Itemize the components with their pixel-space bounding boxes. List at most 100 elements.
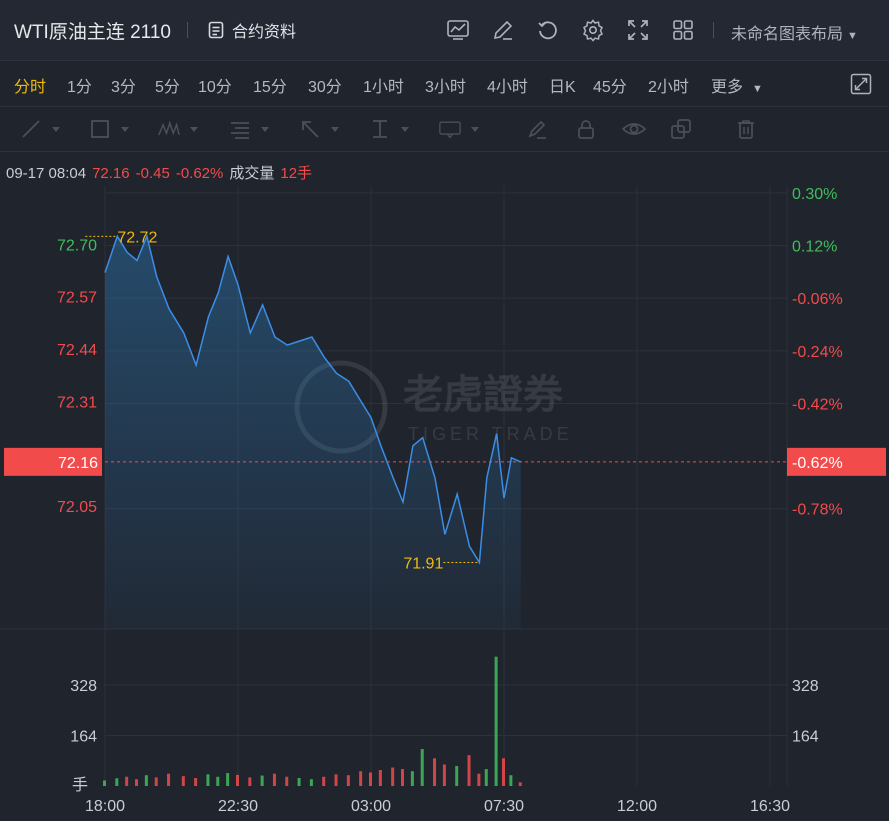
volume-bar xyxy=(181,776,185,786)
expand-icon[interactable] xyxy=(850,73,872,95)
time-tick-label: 18:00 xyxy=(85,798,125,815)
volume-bar xyxy=(103,780,106,786)
current-pct-tag: -0.62% xyxy=(787,447,886,476)
period-tab-daily[interactable]: 日K xyxy=(549,79,576,96)
price-tick-label: 72.57 xyxy=(57,290,97,307)
layout-label: 未命名图表布局 xyxy=(731,26,844,43)
layers-button[interactable] xyxy=(670,118,710,140)
volume-bar xyxy=(401,769,405,786)
indicator-icon[interactable] xyxy=(446,18,470,42)
watermark-sub: TIGER TRADE xyxy=(408,424,573,444)
chevron-down-icon xyxy=(331,126,339,132)
price-chart[interactable]: 老虎證券 TIGER TRADE 72.16 -0.62% 72.72 71.9… xyxy=(0,186,889,821)
header-toolbar xyxy=(446,18,716,42)
volume-bar xyxy=(455,765,459,786)
delete-button[interactable] xyxy=(735,118,775,140)
brush-button[interactable] xyxy=(526,118,566,140)
watermark-name: 老虎證券 xyxy=(403,372,564,418)
layout-dropdown[interactable]: 未命名图表布局 ▼ xyxy=(731,20,858,44)
line-tool-button[interactable] xyxy=(20,118,60,140)
info-change-pct: -0.62% xyxy=(175,165,224,182)
period-tab-1m[interactable]: 1分 xyxy=(67,79,92,96)
title-divider xyxy=(186,22,188,38)
line-tool-icon xyxy=(22,120,40,138)
info-change: -0.45 xyxy=(135,165,170,182)
pct-tick-label: -0.24% xyxy=(792,344,843,361)
volume-bar xyxy=(297,777,301,786)
pct-tick-label: -0.78% xyxy=(792,502,843,519)
volume-bar xyxy=(154,777,158,786)
arrow-tool-button[interactable] xyxy=(299,118,339,140)
volume-bar xyxy=(359,771,363,786)
lock-button[interactable] xyxy=(575,118,615,140)
period-tab-30m[interactable]: 30分 xyxy=(308,79,342,96)
volume-bar xyxy=(433,758,437,786)
layers-icon xyxy=(671,119,691,139)
volume-bar xyxy=(167,773,171,786)
settings-icon[interactable] xyxy=(581,18,605,42)
volume-bar xyxy=(420,749,424,786)
brush-icon xyxy=(528,120,546,139)
period-tab-15m[interactable]: 15分 xyxy=(253,79,287,96)
volume-bar xyxy=(378,769,382,786)
arrow-tool-icon xyxy=(302,121,319,138)
measure-tool-button[interactable] xyxy=(369,118,409,140)
chevron-down-icon xyxy=(190,126,198,132)
period-tab-45m[interactable]: 45分 xyxy=(593,79,627,96)
volume-bar xyxy=(125,776,129,786)
price-line xyxy=(104,233,522,565)
time-tick-label: 12:00 xyxy=(617,798,657,815)
time-tick-label: 03:00 xyxy=(351,798,391,815)
volume-bar xyxy=(322,776,326,786)
pct-tick-label: 0.30% xyxy=(792,186,837,203)
grid-layout-icon[interactable] xyxy=(671,18,695,42)
volume-bar xyxy=(410,771,414,786)
volume-bar xyxy=(477,773,481,786)
period-tab-10m[interactable]: 10分 xyxy=(198,79,232,96)
volume-bar xyxy=(144,775,148,786)
volume-unit-label: 手 xyxy=(72,776,88,794)
volume-bars xyxy=(103,656,522,786)
volume-bar xyxy=(502,758,505,786)
layout-divider xyxy=(713,22,714,38)
lock-icon xyxy=(578,120,594,139)
period-tab-5m[interactable]: 5分 xyxy=(155,79,180,96)
reset-icon[interactable] xyxy=(536,18,560,42)
pct-tick-label: -0.06% xyxy=(792,291,843,308)
draw-icon[interactable] xyxy=(491,18,515,42)
contract-info-button[interactable]: 合约资料 xyxy=(208,18,296,42)
fullscreen-icon[interactable] xyxy=(626,18,650,42)
wave-tool-icon xyxy=(158,120,180,136)
contract-info-label: 合约资料 xyxy=(231,24,296,41)
period-tab-4h[interactable]: 4小时 xyxy=(487,79,528,96)
trash-icon xyxy=(738,120,754,139)
period-tab-3m[interactable]: 3分 xyxy=(111,79,136,96)
rect-tool-button[interactable] xyxy=(89,118,129,140)
pct-tick-label: -0.42% xyxy=(792,396,843,413)
document-icon xyxy=(208,21,224,39)
volume-bar xyxy=(226,773,230,786)
high-label: 72.72 xyxy=(117,229,157,246)
instrument-title: WTI原油主连 2110 xyxy=(14,21,171,43)
wave-tool-button[interactable] xyxy=(158,118,198,140)
volume-bar xyxy=(272,773,276,786)
drawing-toolbar xyxy=(0,106,889,152)
volume-bar xyxy=(248,777,252,786)
chevron-down-icon: ▼ xyxy=(752,83,763,95)
visibility-button[interactable] xyxy=(622,118,662,140)
info-volume-label: 成交量 xyxy=(229,165,275,182)
fib-tool-button[interactable] xyxy=(229,118,269,140)
volume-bar xyxy=(518,782,522,786)
period-tab-2h[interactable]: 2小时 xyxy=(648,79,689,96)
period-tab-3h[interactable]: 3小时 xyxy=(425,79,466,96)
crosshair-info: 09-17 08:04 72.16 -0.45 -0.62% 成交量 12手 xyxy=(6,162,318,183)
volume-bar xyxy=(391,767,395,786)
label-tool-button[interactable] xyxy=(439,118,479,140)
period-tab-1h[interactable]: 1小时 xyxy=(363,79,404,96)
time-axis: 18:00 22:30 03:00 07:30 12:00 16:30 xyxy=(85,798,790,815)
period-tab-timeshare[interactable]: 分时 xyxy=(14,79,47,96)
current-pct-tag-text: -0.62% xyxy=(792,455,843,472)
more-periods-dropdown[interactable]: 更多 ▼ xyxy=(711,73,763,97)
price-area-fill xyxy=(105,236,521,629)
volume-bar xyxy=(509,775,513,786)
